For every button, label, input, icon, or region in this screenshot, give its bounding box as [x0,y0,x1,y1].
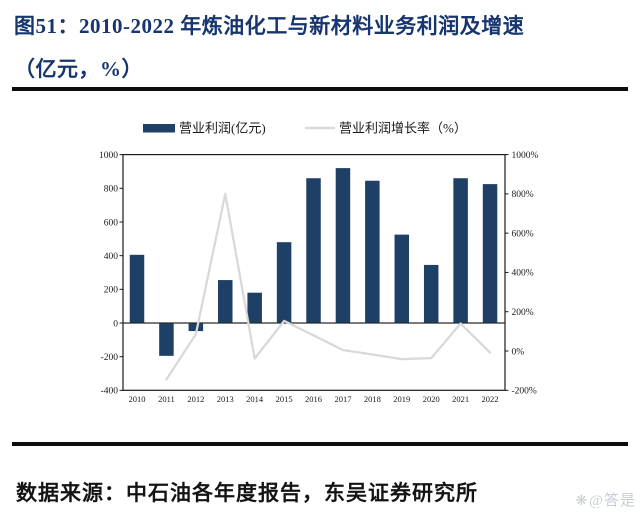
bar-2020 [423,264,439,323]
x-axis-label-2013: 2013 [217,394,234,404]
left-axis-tick-label: 800 [104,185,119,195]
x-axis-label-2015: 2015 [276,394,293,404]
bar-2015 [276,242,292,323]
x-axis-label-2014: 2014 [246,394,264,404]
right-axis-tick-label: 1000% [512,151,539,161]
data-source: 数据来源：中石油各年度报告，东吴证券研究所 [16,479,576,507]
bar-2011 [159,323,174,356]
bar-2021 [453,178,468,323]
left-axis-tick-label: 1000 [99,151,118,161]
figure-title: 图51：2010-2022 年炼油化工与新材料业务利润及增速 （亿元，%） [14,5,630,91]
x-axis-label-2010: 2010 [129,394,146,404]
x-axis-label-2016: 2016 [305,394,322,404]
right-axis-tick-label: 400% [512,269,534,279]
figure-title-line2: （亿元，%） [14,57,143,81]
bar-2016 [306,178,321,323]
x-axis-label-2018: 2018 [364,394,381,404]
watermark-logo-icon: ❋ [575,494,589,509]
left-axis-tick-label: 600 [104,218,119,228]
x-axis-label-2021: 2021 [452,394,469,404]
footer-divider [12,442,628,446]
right-axis-tick-label: 800% [512,190,534,200]
growth-rate-line [165,192,492,381]
left-axis-tick-label: -200 [101,353,119,363]
right-axis-tick-label: 0% [512,347,525,357]
title-divider [12,87,628,91]
right-axis-tick-label: -200% [512,387,537,397]
bar-2013 [218,280,233,323]
left-axis-tick-label: 0 [113,319,118,329]
legend-bar-label: 营业利润(亿元) [179,121,266,136]
chart-canvas: 1000 800 600 400 200 0 -200 -400 1000% 800% 600% 40… [99,121,539,405]
left-axis-tick-label: 400 [104,252,119,262]
right-axis-tick-label: 600% [512,229,534,239]
legend-line-label: 营业利润增长率（%） [339,121,467,136]
bar-2019 [394,234,410,323]
bar-2010 [129,254,145,323]
bar-2017 [335,168,351,323]
x-axis-label-2019: 2019 [393,394,410,404]
bar-2022 [482,184,498,323]
x-axis-label-2012: 2012 [187,394,204,404]
data-source-text: 数据来源：中石油各年度报告，东吴证券研究所 [16,481,478,505]
left-axis-tick-label: -400 [101,387,119,397]
right-axis-tick-label: 200% [512,308,534,318]
x-axis-label-2022: 2022 [482,394,499,404]
left-axis-tick-label: 200 [104,286,119,296]
x-axis-label-2017: 2017 [334,394,351,404]
bar-2014 [247,292,262,323]
plot-frame [122,153,506,391]
bar-2018 [365,180,380,323]
legend-bar-swatch [143,124,175,133]
figure-title-line1: 图51：2010-2022 年炼油化工与新材料业务利润及增速 [14,14,525,38]
watermark: ❋@答是 [575,489,636,510]
bar-2012 [188,323,204,332]
watermark-text: @答是 [589,493,636,509]
x-axis-label-2020: 2020 [423,394,440,404]
x-axis-label-2011: 2011 [158,394,175,404]
profit-growth-chart: 1000 800 600 400 200 0 -200 -400 1000% 800% 600% 40… [0,100,640,440]
